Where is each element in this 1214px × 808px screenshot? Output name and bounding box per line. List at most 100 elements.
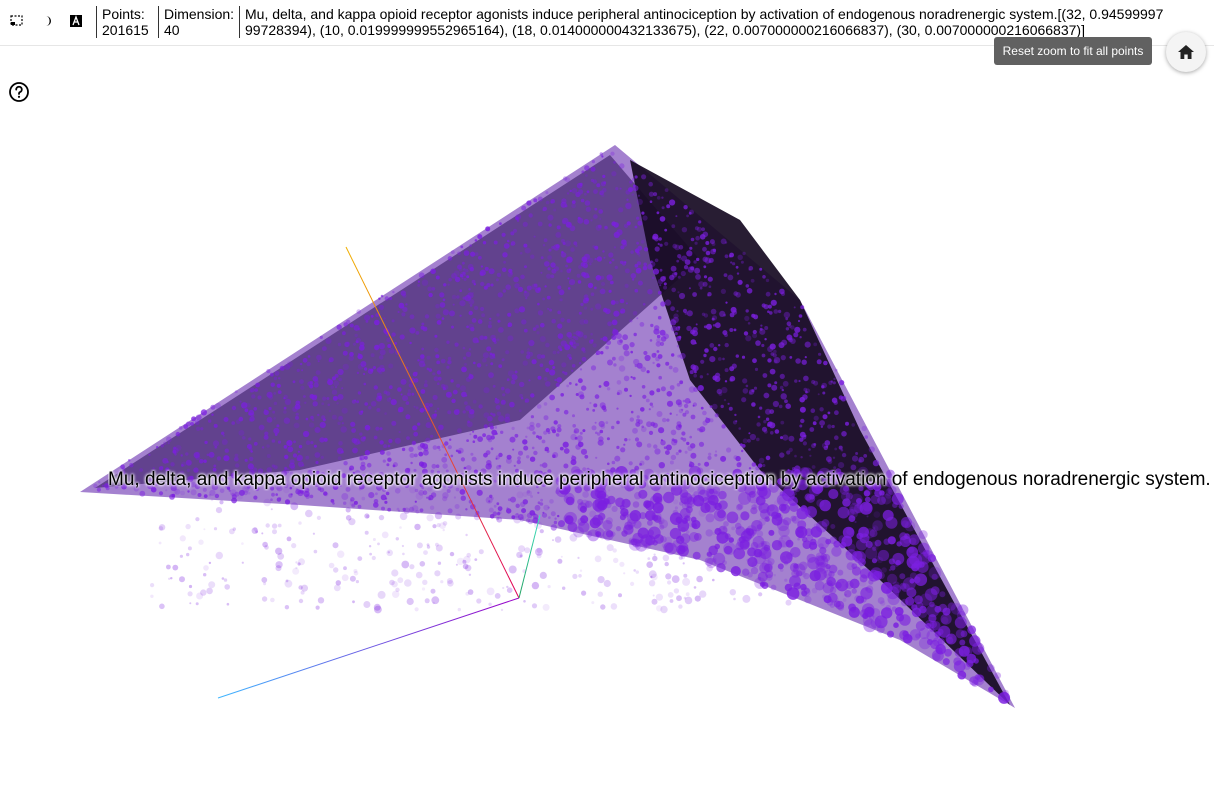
data-point[interactable] (636, 216, 640, 220)
data-point[interactable] (767, 310, 770, 314)
data-point[interactable] (496, 338, 500, 342)
data-point[interactable] (881, 607, 893, 619)
data-point[interactable] (526, 512, 533, 519)
data-point[interactable] (523, 243, 528, 248)
data-point[interactable] (582, 350, 586, 354)
data-point[interactable] (577, 280, 582, 284)
data-point[interactable] (457, 251, 461, 256)
data-point[interactable] (456, 383, 461, 388)
data-point[interactable] (425, 437, 431, 443)
data-point[interactable] (678, 408, 684, 414)
data-point[interactable] (899, 582, 907, 590)
data-point[interactable] (409, 564, 415, 570)
data-point[interactable] (590, 178, 595, 183)
data-point[interactable] (462, 475, 465, 478)
data-point[interactable] (524, 247, 531, 254)
data-point[interactable] (669, 385, 675, 390)
data-point[interactable] (628, 187, 633, 193)
data-point[interactable] (788, 435, 795, 442)
data-point[interactable] (287, 446, 294, 453)
data-point[interactable] (786, 587, 800, 600)
data-point[interactable] (518, 409, 522, 413)
data-point[interactable] (447, 508, 453, 514)
data-point[interactable] (774, 500, 780, 506)
data-point[interactable] (733, 455, 738, 460)
data-point[interactable] (585, 500, 593, 508)
data-point[interactable] (848, 508, 859, 519)
data-point[interactable] (636, 362, 643, 369)
data-point[interactable] (391, 569, 399, 577)
data-point[interactable] (657, 242, 660, 246)
data-point[interactable] (930, 586, 940, 595)
data-point[interactable] (859, 501, 873, 515)
data-point[interactable] (748, 389, 755, 395)
data-point[interactable] (849, 502, 861, 515)
data-point[interactable] (397, 577, 404, 584)
data-point[interactable] (576, 273, 581, 278)
data-point[interactable] (788, 447, 793, 452)
data-point[interactable] (764, 326, 769, 330)
data-point[interactable] (543, 377, 548, 381)
data-point[interactable] (254, 486, 260, 492)
data-point[interactable] (441, 482, 447, 488)
data-point[interactable] (289, 459, 295, 465)
data-point[interactable] (545, 381, 551, 387)
data-point[interactable] (525, 354, 531, 359)
data-point[interactable] (551, 268, 557, 274)
data-point[interactable] (415, 509, 420, 514)
data-point[interactable] (868, 614, 875, 620)
data-point[interactable] (490, 362, 494, 366)
data-point[interactable] (401, 312, 406, 317)
data-point[interactable] (593, 189, 598, 195)
data-point[interactable] (807, 557, 820, 570)
data-point[interactable] (431, 596, 440, 605)
data-point[interactable] (409, 327, 416, 334)
data-point[interactable] (473, 469, 478, 474)
data-point[interactable] (465, 564, 472, 572)
data-point[interactable] (533, 198, 538, 203)
data-point[interactable] (852, 455, 859, 462)
data-point[interactable] (293, 440, 296, 444)
data-point[interactable] (493, 356, 496, 359)
data-point[interactable] (396, 507, 400, 511)
data-point[interactable] (365, 320, 369, 323)
data-point[interactable] (271, 492, 275, 497)
data-point[interactable] (931, 573, 938, 581)
data-point[interactable] (569, 341, 574, 346)
data-point[interactable] (842, 598, 847, 602)
data-point[interactable] (640, 366, 647, 373)
data-point[interactable] (654, 498, 663, 507)
data-point[interactable] (388, 348, 395, 354)
data-point[interactable] (689, 435, 692, 439)
data-point[interactable] (720, 455, 727, 462)
data-point[interactable] (571, 364, 576, 368)
data-point[interactable] (209, 489, 216, 496)
data-point[interactable] (193, 452, 200, 459)
data-point[interactable] (652, 492, 663, 503)
data-point[interactable] (440, 358, 446, 364)
data-point[interactable] (856, 498, 862, 504)
data-point[interactable] (606, 544, 614, 552)
data-point[interactable] (442, 521, 448, 526)
data-point[interactable] (785, 317, 789, 321)
data-point[interactable] (379, 440, 384, 445)
data-point[interactable] (905, 596, 915, 606)
data-point[interactable] (746, 288, 753, 294)
data-point[interactable] (166, 436, 172, 443)
data-point[interactable] (620, 308, 626, 314)
data-point[interactable] (468, 573, 472, 576)
data-point[interactable] (542, 297, 546, 301)
data-point[interactable] (586, 190, 590, 194)
data-point[interactable] (173, 446, 177, 450)
data-point[interactable] (596, 256, 603, 262)
data-point[interactable] (628, 438, 631, 441)
data-point[interactable] (461, 277, 464, 280)
data-point[interactable] (690, 414, 696, 420)
data-point[interactable] (203, 528, 206, 531)
data-point[interactable] (663, 491, 675, 504)
data-point[interactable] (488, 372, 494, 378)
data-point[interactable] (519, 251, 523, 255)
data-point[interactable] (937, 638, 945, 646)
data-point[interactable] (579, 394, 585, 400)
data-point[interactable] (710, 248, 716, 255)
